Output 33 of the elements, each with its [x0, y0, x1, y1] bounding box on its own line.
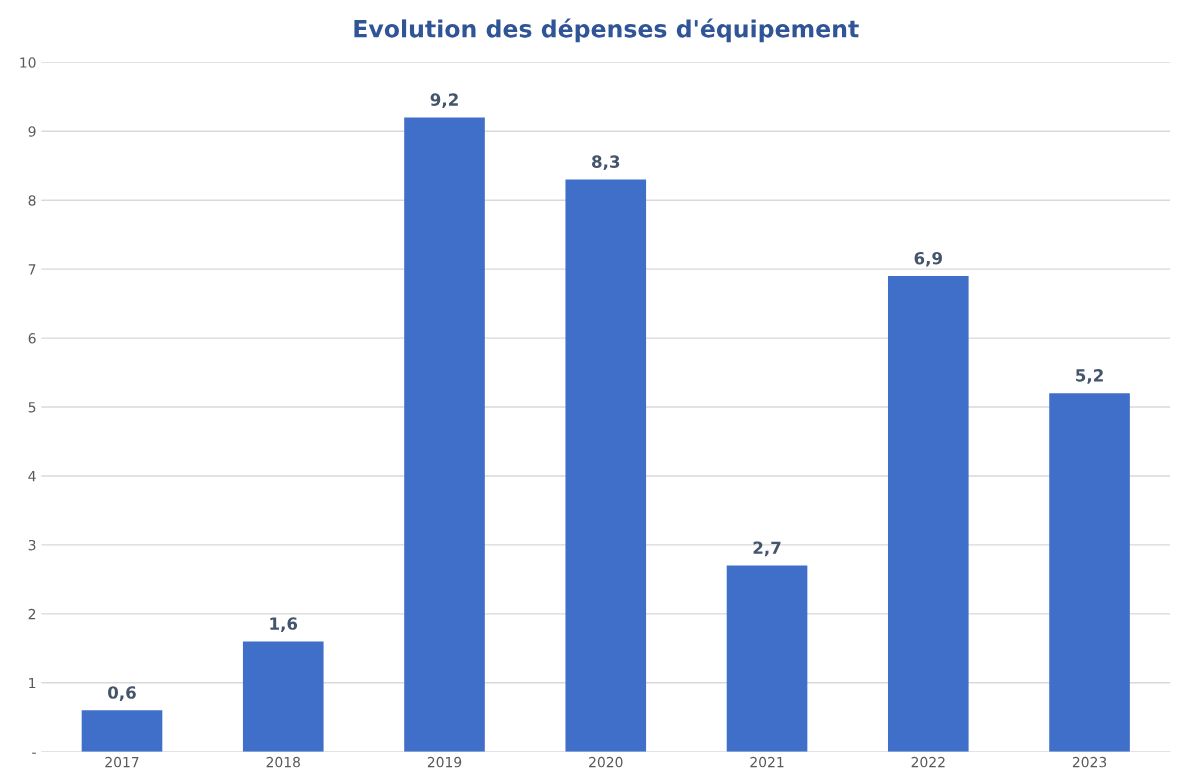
bar — [81, 710, 163, 752]
x-tick-label: 2021 — [750, 756, 784, 768]
x-tick-label: 2020 — [589, 756, 623, 768]
y-tick-label: 4 — [28, 471, 36, 482]
y-tick-label: 3 — [28, 539, 36, 551]
data-label: 5,2 — [1076, 369, 1103, 384]
y-tick-label: 8 — [28, 195, 36, 206]
x-tick-label: 2017 — [105, 756, 139, 768]
data-label: 0,6 — [108, 686, 136, 701]
data-label: 6,9 — [914, 251, 942, 267]
y-tick-label: 2 — [28, 608, 36, 620]
bar — [726, 565, 808, 752]
bar — [565, 179, 647, 752]
bar — [242, 641, 324, 752]
y-tick-label: 5 — [28, 402, 36, 413]
y-tick-label: - — [32, 752, 36, 754]
y-tick-label: 7 — [28, 264, 36, 275]
x-tick-label: 2019 — [427, 756, 462, 768]
data-label: 8,3 — [592, 155, 620, 171]
data-label: 9,2 — [430, 93, 458, 109]
y-tick-label: 1 — [29, 677, 36, 689]
data-label: 2,7 — [753, 541, 781, 557]
y-tick-label: 6 — [28, 333, 36, 344]
bar — [404, 117, 485, 752]
data-label: 1,6 — [270, 617, 298, 632]
x-tick-label: 2023 — [1072, 756, 1107, 768]
y-tick-label: 10 — [20, 57, 36, 68]
chart-title: Evolution des dépenses d'équipement — [354, 18, 859, 43]
x-tick-label: 2022 — [911, 756, 945, 768]
y-tick-label: 9 — [28, 126, 36, 137]
bar — [887, 276, 969, 752]
bar — [1049, 393, 1130, 752]
x-tick-label: 2018 — [266, 756, 300, 768]
